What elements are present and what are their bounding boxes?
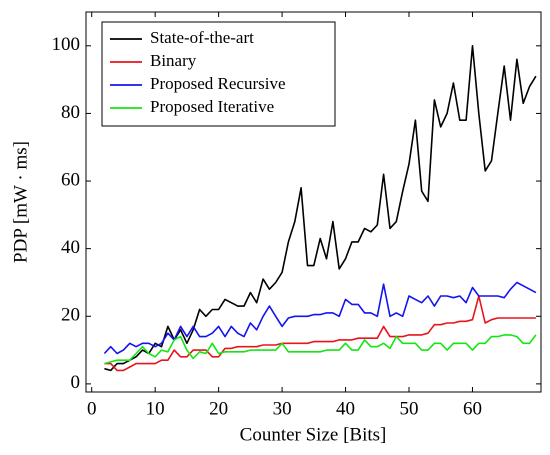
- legend: State-of-the-art Binary Proposed Recursive…: [101, 21, 336, 127]
- y-tick-label: 100: [52, 34, 81, 55]
- plot-frame: [85, 11, 542, 393]
- legend-label: Proposed Recursive: [150, 74, 286, 93]
- legend-label: Proposed Iterative: [150, 97, 274, 116]
- legend-label: Binary: [150, 51, 197, 70]
- x-tick-label: 0: [87, 398, 97, 419]
- x-tick-label: 30: [273, 398, 292, 419]
- series-line: [104, 295, 536, 372]
- y-tick-label: 80: [61, 102, 80, 123]
- x-tick-label: 40: [336, 398, 355, 419]
- y-tick-label: 20: [61, 305, 80, 326]
- y-tick-label: 40: [61, 237, 80, 258]
- series-line: [103, 281, 537, 355]
- legend-label: State-of-the-art: [150, 28, 254, 47]
- x-axis-label: Counter Size [Bits]: [240, 424, 387, 445]
- x-tick-label: 50: [400, 398, 419, 419]
- y-tick-label: 0: [71, 372, 81, 393]
- x-tick-label: 10: [146, 398, 165, 419]
- y-tick-label: 60: [61, 169, 80, 190]
- series-line: [104, 334, 537, 365]
- x-tick-label: 60: [463, 398, 482, 419]
- x-tick-label: 20: [209, 398, 228, 419]
- y-axis-label: PDP [mW · ms]: [10, 141, 31, 263]
